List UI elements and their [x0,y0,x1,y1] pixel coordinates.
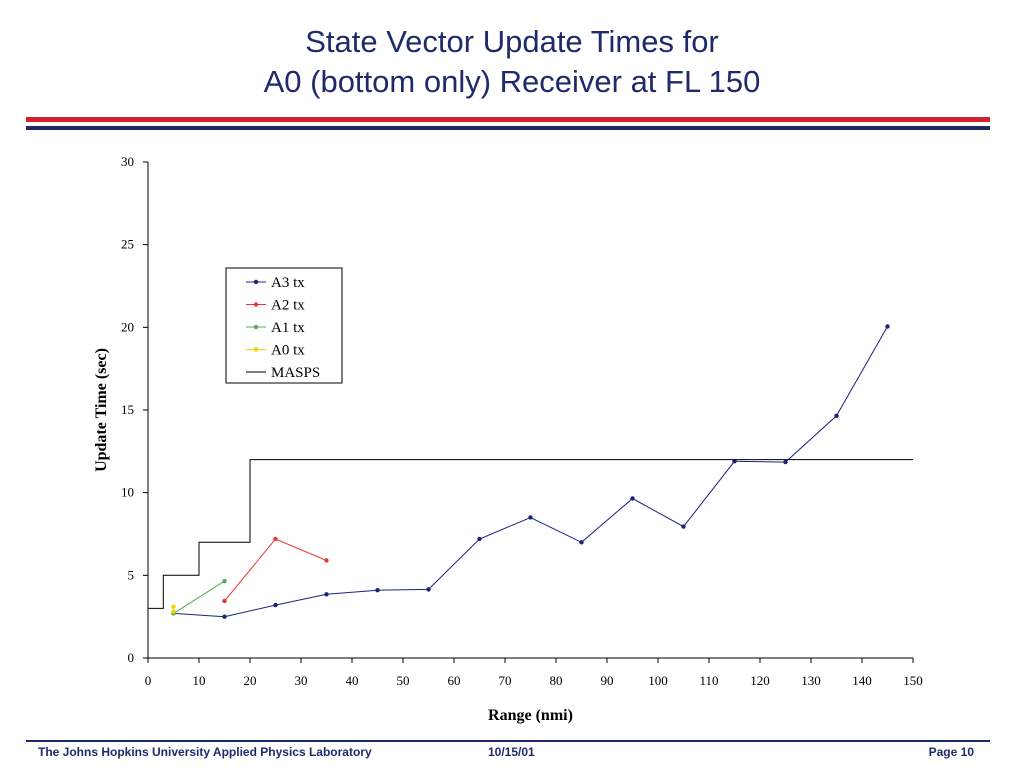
y-tick-label: 25 [121,237,134,252]
x-tick-label: 20 [244,673,257,688]
chart-legend: A3 tx A2 tx A1 tx A0 tx MASPS [225,267,343,384]
y-tick-label: 0 [128,650,135,665]
data-point-a3-tx [477,536,482,542]
x-tick-label: 100 [648,673,668,688]
x-tick-label: 150 [903,673,923,688]
data-point-a2-tx [222,598,227,604]
data-point-a3-tx [222,614,227,619]
title-rule-navy [26,126,990,130]
y-tick-label: 5 [128,567,135,582]
data-point-a3-tx [783,459,788,465]
data-point-a3-tx [885,324,890,329]
x-tick-label: 10 [193,673,206,688]
legend-label-a0-tx: A0 tx [271,343,305,359]
x-tick-label: 80 [550,673,563,688]
x-tick-label: 70 [499,673,512,688]
legend-marker-a0-tx [253,347,259,352]
footer-page-number: Page 10 [928,745,974,759]
x-tick-label: 60 [448,673,461,688]
legend-label-a1-tx: A1 tx [271,320,305,336]
footer-date: 10/15/01 [488,745,535,759]
footer-rule [26,740,990,742]
data-point-a3-tx [375,588,380,593]
data-point-a3-tx [630,496,635,501]
x-tick-label: 120 [750,673,770,688]
data-point-a3-tx [579,540,584,545]
chart-series [148,324,913,619]
data-point-a3-tx [834,413,839,418]
y-tick-label: 30 [121,154,134,169]
legend-box [225,267,343,384]
data-point-a3-tx [426,587,431,592]
x-tick-label: 90 [601,673,614,688]
data-point-a2-tx [273,536,278,542]
data-point-a3-tx [528,515,533,520]
x-axis-title: Range (nmi) [488,707,573,724]
legend-marker-a1-tx [253,324,259,330]
slide-title-line-2: A0 (bottom only) Receiver at FL 150 [263,64,761,99]
data-point-a3-tx [732,459,737,464]
title-rule-red [26,117,990,122]
data-point-a3-tx [324,592,329,597]
data-point-a2-tx [324,558,329,563]
x-tick-label: 0 [145,673,152,688]
x-tick-label: 130 [801,673,821,688]
legend-label-masps: MASPS [271,365,320,381]
y-tick-label: 20 [121,319,134,334]
data-point-a3-tx [273,602,278,608]
legend-label-a3-tx: A3 tx [271,275,305,291]
x-tick-label: 110 [699,673,718,688]
series-line-a2-tx [224,538,327,602]
data-point-a0-tx [171,604,176,609]
y-tick-label: 15 [121,402,134,417]
series-line-masps [148,459,913,609]
x-tick-label: 40 [346,673,359,688]
update-time-chart: 0 5 10 15 20 25 30 0 10 20 30 40 50 60 70 80 90 100 110 120… [93,154,923,724]
legend-label-a2-tx: A2 tx [271,298,305,314]
x-tick-label: 140 [852,673,872,688]
footer-organization: The Johns Hopkins University Applied Phy… [38,745,372,759]
slide-title-line-1: State Vector Update Times for [305,24,719,59]
legend-marker-a2-tx [253,302,259,307]
data-point-a3-tx [681,524,686,529]
chart-axes: 0 5 10 15 20 25 30 0 10 20 30 40 50 60 70 80 90 100 110 120… [121,154,923,688]
series-line-a1-tx [173,580,225,614]
x-tick-label: 50 [397,673,410,688]
data-point-a0-tx [171,609,176,614]
y-axis-title: Update Time (sec) [93,348,110,472]
y-tick-label: 10 [121,485,134,500]
x-tick-label: 30 [295,673,308,688]
slide-title: State Vector Update Times for A0 (bottom… [0,22,1024,102]
data-point-a1-tx [222,578,227,584]
legend-marker-a3-tx [253,279,259,285]
